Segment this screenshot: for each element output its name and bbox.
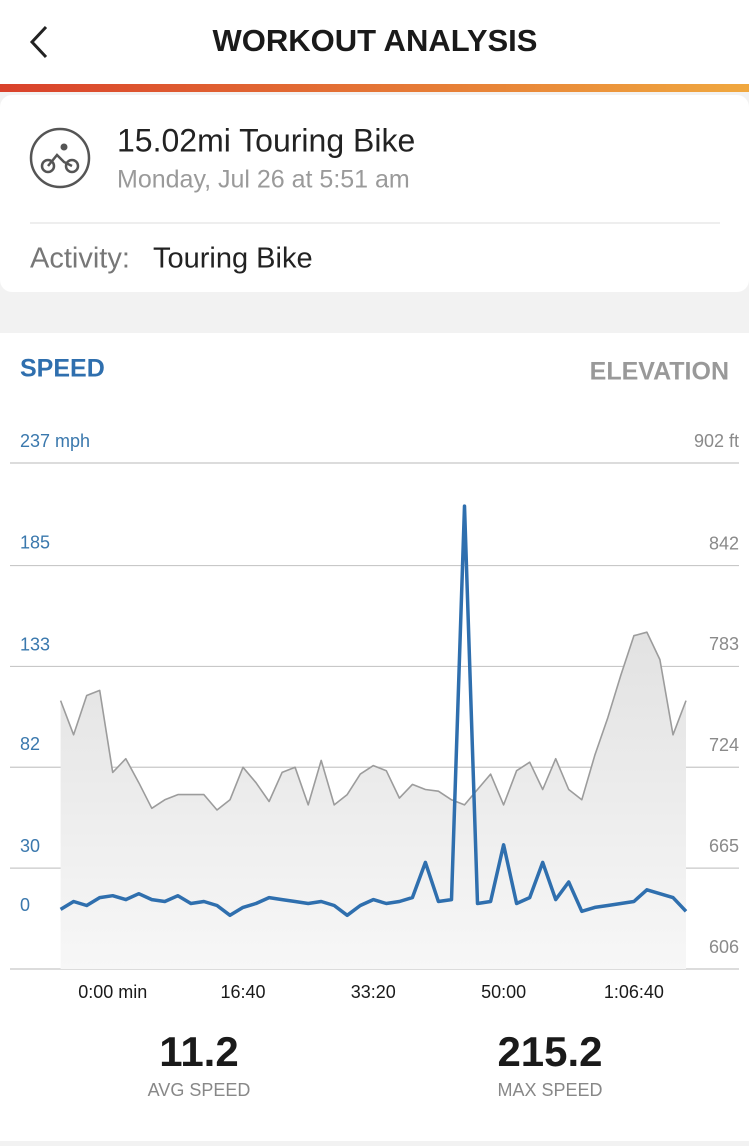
- x-tick-label: 1:06:40: [604, 982, 664, 1002]
- header: [0, 0, 749, 85]
- y2-tick-label: 606: [709, 937, 739, 957]
- activity-value: Touring Bike: [153, 243, 313, 275]
- stat-label: AVG SPEED: [148, 1080, 251, 1100]
- x-tick-label: 16:40: [220, 982, 265, 1002]
- bike-glyph: [40, 153, 80, 174]
- line: [59, 504, 688, 918]
- y2-tick-label: 783: [709, 634, 739, 654]
- y2-tick-label: 665: [709, 836, 739, 856]
- y-tick-label: 185: [20, 533, 50, 553]
- x-tick-label: 50:00: [481, 982, 526, 1002]
- speed-tab[interactable]: SPEED: [20, 355, 105, 383]
- line: [59, 631, 687, 811]
- elevation-tab[interactable]: ELEVATION: [590, 358, 729, 386]
- y-tick-label: 0: [20, 895, 30, 915]
- workout-date: Monday, Jul 26 at 5:51 am: [117, 166, 410, 194]
- activity-label: Activity:: [30, 243, 130, 275]
- y2-tick-label: 724: [709, 735, 739, 755]
- x-tick-label: 33:20: [351, 982, 396, 1002]
- y-tick-label: 133: [20, 634, 50, 654]
- accent-bar: [0, 84, 749, 92]
- y-tick-label: 237 mph: [20, 431, 90, 451]
- back-button[interactable]: [29, 25, 48, 59]
- workout-title: 15.02mi Touring Bike: [117, 122, 415, 158]
- stat-value: 215.2: [497, 1028, 602, 1075]
- header-title: WORKOUT ANALYSIS: [213, 23, 538, 58]
- y-tick-label: 82: [20, 734, 40, 754]
- workout-card: [0, 95, 749, 292]
- x-tick-label: 0:00 min: [78, 982, 147, 1002]
- stat-label: MAX SPEED: [497, 1080, 602, 1100]
- y2-tick-label: 902 ft: [694, 431, 739, 451]
- y2-tick-label: 842: [709, 533, 739, 553]
- area: [60, 632, 687, 969]
- y-tick-label: 30: [20, 836, 40, 856]
- rider-head: [60, 143, 68, 151]
- stat-value: 11.2: [159, 1028, 238, 1075]
- chart: 606 665 724 783 842 902 ft 0 30 82 133 185 237 mph 0…: [10, 431, 739, 1002]
